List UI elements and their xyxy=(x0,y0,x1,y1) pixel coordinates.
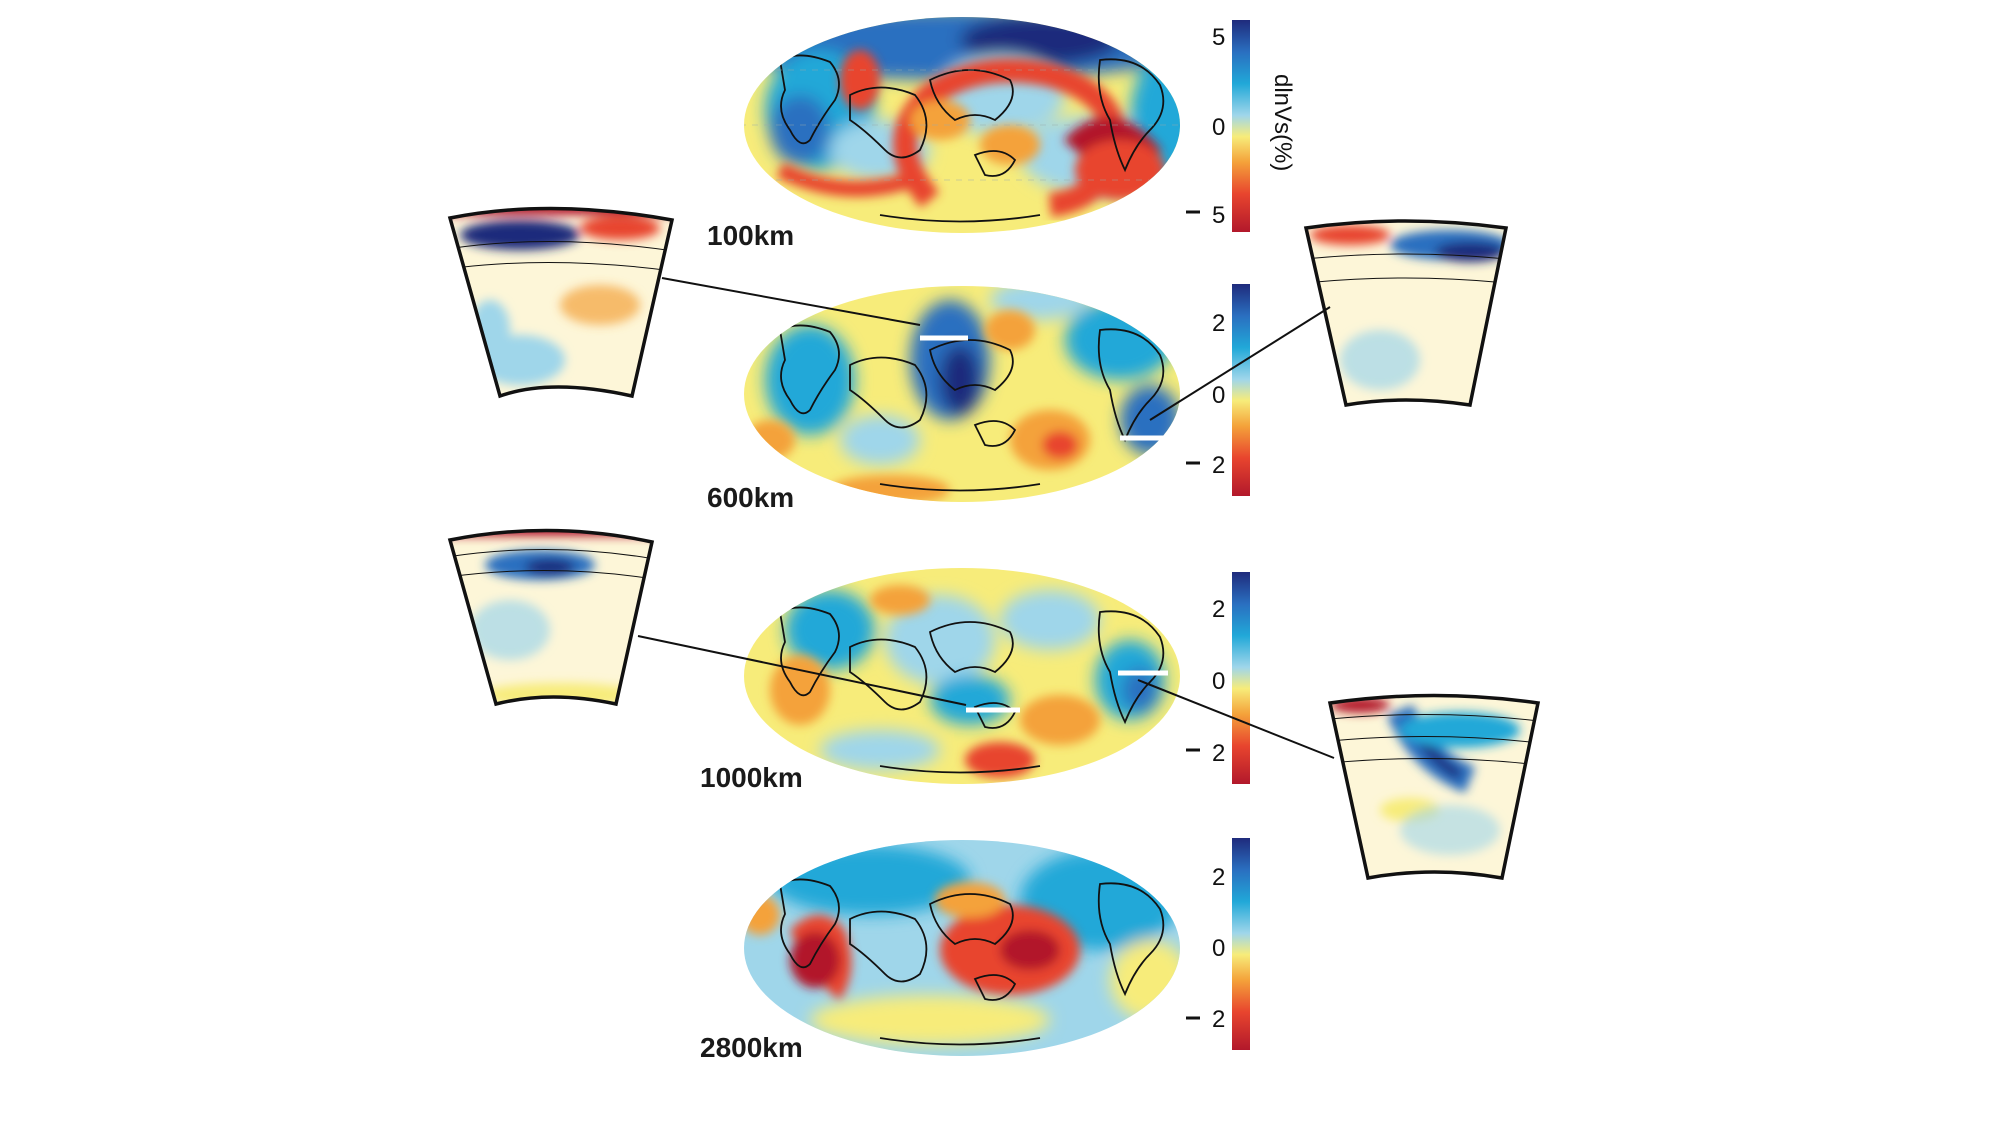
tick-600km-mid: 0 xyxy=(1212,382,1226,409)
depth-label-1000km: 1000km xyxy=(700,762,803,793)
cross-section-2 xyxy=(1303,219,1509,408)
map-600km xyxy=(744,286,1180,502)
depth-label-2800km: 2800km xyxy=(700,1032,803,1063)
tick-2800km-top: 2 xyxy=(1212,864,1226,891)
cross-section-4 xyxy=(1327,693,1541,881)
colorbar-100km xyxy=(1186,20,1250,232)
cross-section-1 xyxy=(447,206,675,399)
connector-line-2 xyxy=(1149,306,1331,421)
tick-1000km-mid: 0 xyxy=(1212,668,1226,695)
colorbar-600km xyxy=(1186,284,1250,496)
connector-line-3 xyxy=(637,635,967,706)
cross-section-3 xyxy=(447,528,655,707)
tick-100km-mid: 0 xyxy=(1212,114,1226,141)
depth-label-600km: 600km xyxy=(707,482,795,513)
depth-label-100km: 100km xyxy=(707,220,795,251)
tick-2800km-bot: 2 xyxy=(1212,1006,1226,1033)
tick-1000km-top: 2 xyxy=(1212,596,1226,623)
map-1000km xyxy=(744,568,1180,784)
map-2800km xyxy=(744,840,1180,1056)
tick-2800km-mid: 0 xyxy=(1212,935,1226,962)
tick-100km-bot: 5 xyxy=(1212,202,1226,229)
tick-100km-top: 5 xyxy=(1212,24,1226,51)
tick-600km-bot: 2 xyxy=(1212,452,1226,479)
colorbar-unit-label: dlnVs(%) xyxy=(1269,74,1296,172)
colorbar-1000km xyxy=(1186,572,1250,784)
map-100km xyxy=(744,17,1180,233)
colorbar-2800km xyxy=(1186,838,1250,1050)
tick-1000km-bot: 2 xyxy=(1212,740,1226,767)
connector-line-1 xyxy=(661,277,921,326)
connector-line-4 xyxy=(1137,679,1335,759)
tick-600km-top: 2 xyxy=(1212,310,1226,337)
